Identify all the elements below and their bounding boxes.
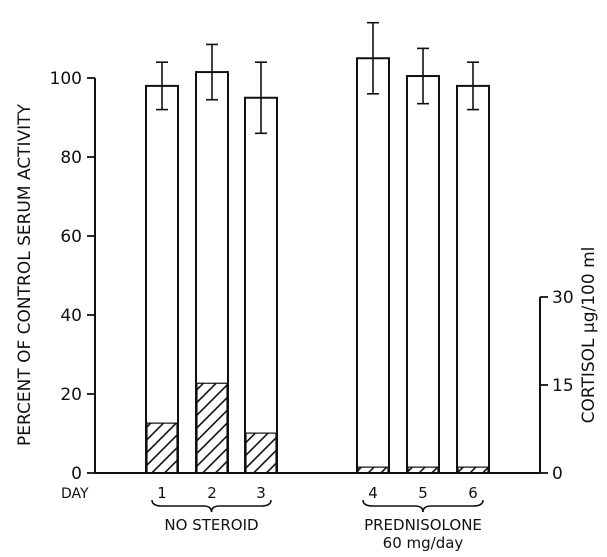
- y-tick-label: 40: [60, 306, 82, 326]
- y2-axis-label: CORTISOL µg/100 ml: [579, 247, 599, 424]
- x-tick-label: 6: [468, 484, 478, 502]
- y-tick-label: 60: [60, 227, 82, 247]
- x-tick-label: 2: [207, 484, 217, 502]
- y-tick-label: 80: [60, 148, 82, 168]
- cortisol-bar: [146, 422, 178, 474]
- x-tick-label: 4: [368, 484, 378, 502]
- activity-bar: [244, 96, 278, 474]
- group-brace: [362, 499, 484, 513]
- cortisol-bar: [357, 466, 389, 474]
- y-tick-label: 100: [50, 69, 82, 89]
- group-brace: [151, 499, 272, 513]
- group-label: PREDNISOLONE: [364, 516, 482, 534]
- day-prefix-label: DAY: [61, 486, 89, 502]
- y2-tick-label: 15: [552, 376, 574, 396]
- y-axis-label: PERCENT OF CONTROL SERUM ACTIVITY: [15, 103, 35, 446]
- y2-tick-label: 0: [552, 464, 563, 484]
- activity-bar: [145, 84, 179, 475]
- x-tick-label: 5: [418, 484, 428, 502]
- y-tick-label: 0: [71, 464, 82, 484]
- activity-bar: [406, 75, 440, 475]
- group-label: NO STEROID: [164, 516, 258, 534]
- group-sublabel: 60 mg/day: [383, 534, 464, 552]
- cortisol-bar: [407, 466, 439, 474]
- x-tick-label: 1: [157, 484, 167, 502]
- x-tick-label: 3: [256, 484, 266, 502]
- cortisol-bar: [457, 466, 489, 474]
- y2-tick-label: 30: [552, 288, 574, 308]
- y-tick-label: 20: [60, 385, 82, 405]
- cortisol-bar: [196, 382, 228, 474]
- cortisol-bar: [245, 432, 277, 474]
- activity-bar: [456, 84, 490, 475]
- activity-bar: [356, 57, 390, 474]
